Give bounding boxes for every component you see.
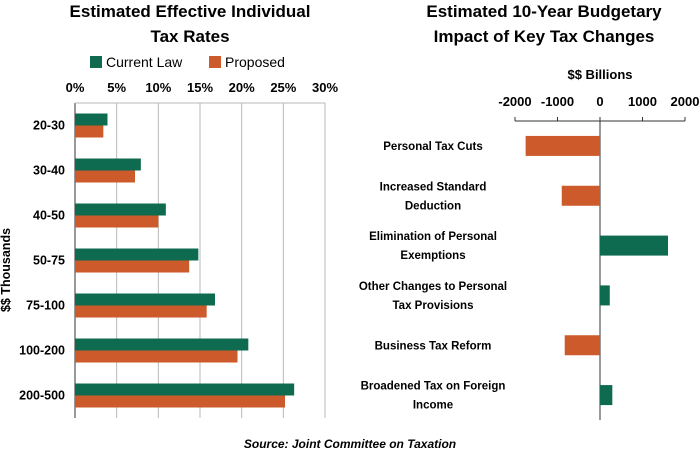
bar-budget-impact xyxy=(600,385,613,406)
left-chart-category-label: 40-50 xyxy=(33,209,65,223)
bar-current-law xyxy=(75,248,199,261)
bar-current-law xyxy=(75,203,166,216)
right-chart-x-tick-label: -1000 xyxy=(541,94,574,109)
bar-proposed xyxy=(75,215,159,228)
right-chart-category-label: Business Tax Reform xyxy=(375,340,492,352)
left-chart-category-label: 50-75 xyxy=(33,254,65,268)
left-chart-category-label: 100-200 xyxy=(19,344,65,358)
legend-proposed-swatch xyxy=(209,56,221,68)
left-chart-x-tick-label: 5% xyxy=(107,80,126,95)
bar-budget-impact xyxy=(600,285,610,306)
right-chart-category-label: Deduction xyxy=(405,200,461,212)
legend-current-law-label: Current Law xyxy=(106,54,183,70)
left-chart-category-label: 30-40 xyxy=(33,164,65,178)
left-chart-x-tick-label: 20% xyxy=(229,80,255,95)
right-chart-category-label: Personal Tax Cuts xyxy=(383,141,483,153)
source-note: Source: Joint Committee on Taxation xyxy=(244,437,456,451)
bar-budget-impact xyxy=(525,135,600,156)
right-chart-x-tick-label: 1000 xyxy=(628,94,657,109)
right-chart-category-label: Exemptions xyxy=(400,250,465,262)
legend-proposed-label: Proposed xyxy=(225,54,285,70)
bar-current-law xyxy=(75,383,295,396)
left-chart-x-tick-label: 10% xyxy=(145,80,171,95)
left-chart-x-tick-label: 25% xyxy=(270,80,296,95)
left-chart: Estimated Effective Individual Tax Rates… xyxy=(0,2,338,418)
left-chart-title-line2: Tax Rates xyxy=(150,27,229,46)
right-chart-x-tick-label: -2000 xyxy=(498,94,531,109)
bar-proposed xyxy=(75,260,190,273)
left-chart-x-tick-label: 0% xyxy=(66,80,85,95)
bar-budget-impact xyxy=(564,335,600,356)
left-chart-title-line1: Estimated Effective Individual xyxy=(70,2,311,21)
bar-budget-impact xyxy=(600,235,668,256)
right-chart-x-tick-label: 0 xyxy=(596,94,603,109)
bar-proposed xyxy=(75,395,285,408)
bar-proposed xyxy=(75,170,135,183)
left-chart-x-tick-label: 15% xyxy=(187,80,213,95)
bar-current-law xyxy=(75,158,141,171)
right-chart-x-axis-title: $$ Billions xyxy=(567,67,632,82)
right-chart-category-label: Tax Provisions xyxy=(393,300,474,312)
right-chart-category-label: Elimination of Personal xyxy=(369,231,497,243)
bar-proposed xyxy=(75,125,104,138)
left-chart-category-label: 75-100 xyxy=(26,299,65,313)
right-chart-title-line1: Estimated 10-Year Budgetary xyxy=(426,2,662,21)
right-chart-category-label: Broadened Tax on Foreign xyxy=(361,381,506,393)
bar-proposed xyxy=(75,350,238,363)
bar-budget-impact xyxy=(561,185,600,206)
bar-current-law xyxy=(75,338,249,351)
legend-current-law-swatch xyxy=(90,56,102,68)
left-chart-category-label: 200-500 xyxy=(19,389,65,403)
left-chart-y-axis-title: $$ Thousands xyxy=(0,228,13,312)
left-chart-category-label: 20-30 xyxy=(33,119,65,133)
left-chart-x-tick-label: 30% xyxy=(312,80,338,95)
right-chart-category-label: Income xyxy=(413,400,453,412)
right-chart-title-line2: Impact of Key Tax Changes xyxy=(434,27,655,46)
bar-current-law xyxy=(75,293,215,306)
right-chart-category-label: Increased Standard xyxy=(380,181,487,193)
right-chart: Estimated 10-Year Budgetary Impact of Ke… xyxy=(359,2,700,420)
bar-proposed xyxy=(75,305,207,318)
right-chart-x-tick-label: 2000 xyxy=(671,94,700,109)
right-chart-category-label: Other Changes to Personal xyxy=(359,281,507,293)
bar-current-law xyxy=(75,113,108,126)
